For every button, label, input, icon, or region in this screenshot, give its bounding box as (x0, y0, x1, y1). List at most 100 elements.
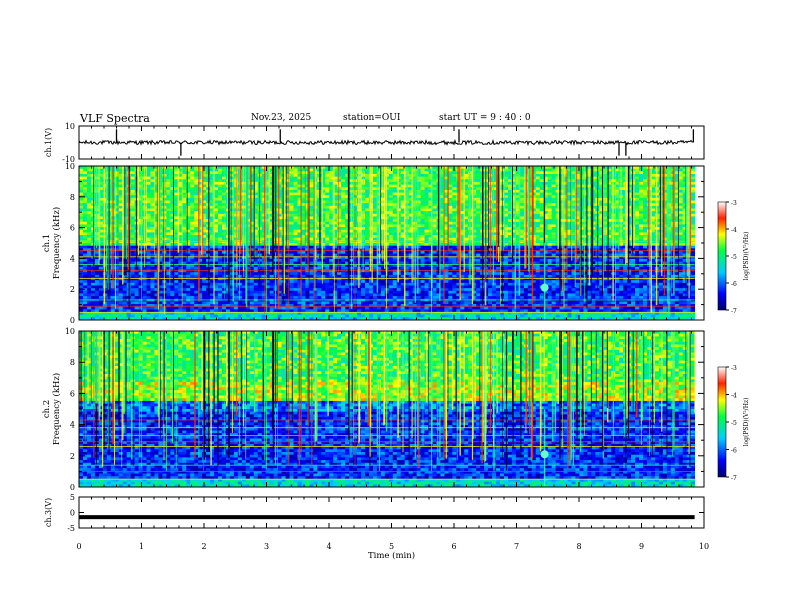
spectrogram-cell (170, 166, 175, 170)
spectrogram-cell (249, 211, 255, 215)
spectrogram-cell (309, 195, 314, 199)
spectrogram-cell (150, 317, 155, 321)
spectrogram-cell (269, 248, 275, 252)
spectrogram-cell (221, 176, 227, 180)
spectrogram-cell (261, 219, 267, 223)
spectrogram-cell (325, 296, 330, 300)
spectrogram-cell (146, 187, 151, 191)
spectrogram-cell (114, 227, 120, 231)
spectrogram-cell (82, 224, 88, 228)
spectrogram-cell (293, 200, 298, 204)
spectrogram-cell (154, 219, 159, 223)
spectrogram-cell (337, 272, 342, 276)
spectrogram-cell (146, 243, 151, 247)
spectrogram-cell (265, 306, 271, 310)
spectrogram-cell (345, 272, 350, 276)
station-label: station=OUI (343, 113, 401, 123)
spectrogram-cell (341, 187, 346, 191)
spectrogram-cell (341, 274, 346, 278)
spectrogram-cell (277, 176, 282, 180)
spectrogram-cell (241, 293, 247, 297)
spectrogram-cell (345, 248, 350, 252)
spectrogram-cell (130, 173, 135, 178)
spectrogram-cell (269, 256, 275, 260)
spectrogram-cell (372, 293, 378, 297)
spectrogram-cell (130, 261, 135, 265)
spectrogram-cell (221, 248, 227, 252)
spectrogram-cell (329, 213, 334, 217)
spectrogram-cell (301, 237, 306, 241)
spectrogram-cell (257, 304, 263, 308)
spectrogram-cell (261, 184, 267, 188)
spectrogram-cell (261, 189, 267, 193)
spectrogram-cell (182, 181, 187, 185)
spectrogram-cell (146, 293, 151, 297)
spectrogram-cell (190, 312, 195, 316)
spectrogram-cell (249, 168, 255, 172)
spectrogram-cell (321, 280, 326, 284)
spectrogram-cell (321, 282, 326, 286)
spectrogram-cell (329, 203, 334, 207)
spectrogram-cell (384, 285, 390, 289)
spectrogram-cell (376, 312, 382, 316)
spectrogram-cell (214, 280, 219, 284)
spectrogram-cell (313, 277, 318, 281)
spectrogram-cell (265, 243, 271, 247)
spectrogram-cell (329, 227, 334, 231)
spectrogram-cell (337, 219, 342, 223)
spectrogram-cell (265, 312, 271, 316)
spectrogram-cell (293, 264, 298, 268)
spectrogram-cell (261, 243, 267, 247)
spectrogram-cell (372, 266, 378, 270)
spectrogram-cell (349, 243, 354, 247)
spectrogram-cell (90, 301, 96, 305)
spectrogram-cell (400, 306, 406, 310)
spectrogram-cell (214, 266, 219, 270)
spectrogram-cell (301, 192, 306, 196)
spectrogram-cell (118, 301, 124, 305)
spectrogram-cell (384, 304, 390, 308)
spectrogram-cell (186, 280, 191, 284)
spectrogram-cell (349, 282, 354, 286)
spectrogram-cell (388, 184, 394, 188)
spectrogram-cell (293, 166, 298, 170)
spectrogram-cell (158, 309, 163, 313)
spectrogram-cell (265, 232, 271, 236)
spectrogram-cell (122, 304, 128, 308)
spectrogram-cell (154, 266, 159, 270)
spectrogram-cell (249, 205, 255, 209)
spectrogram-cell (202, 285, 207, 289)
spectrogram-cell (388, 195, 394, 199)
spectrogram-cell (372, 203, 378, 207)
spectrogram-cell (309, 272, 314, 276)
spectrogram-cell (321, 272, 326, 276)
spectrogram-cell (134, 280, 139, 284)
spectrogram-cell (376, 304, 382, 308)
spectrogram-cell (249, 195, 255, 199)
spectrogram-cell (297, 245, 302, 249)
spectrogram-cell (221, 258, 227, 262)
spectrogram-cell (94, 256, 100, 260)
spectrogram-cell (98, 253, 104, 257)
spectrogram-cell (357, 296, 362, 300)
spectrogram-cell (353, 317, 358, 321)
spectrogram-cell (416, 293, 421, 297)
spectrogram-cell (420, 176, 425, 180)
spectrogram-cell (194, 168, 199, 172)
spectrogram-cell (186, 301, 191, 305)
spectrogram-cell (166, 277, 171, 281)
spectrogram-cell (337, 243, 342, 247)
spectrogram-cell (186, 274, 191, 278)
spectrogram-cell (82, 205, 88, 209)
spectrogram-cell (388, 205, 394, 209)
spectrogram-cell (364, 256, 370, 260)
spectrogram-cell (218, 256, 223, 260)
spectrogram-cell (277, 250, 282, 255)
spectrogram-cell (237, 264, 243, 268)
spectrogram-cell (249, 171, 255, 175)
spectrogram-cell (285, 306, 290, 310)
spectrogram-cell (289, 237, 294, 241)
spectrogram-cell (98, 173, 104, 178)
spectrogram-cell (166, 235, 171, 239)
spectrogram-cell (182, 184, 187, 188)
